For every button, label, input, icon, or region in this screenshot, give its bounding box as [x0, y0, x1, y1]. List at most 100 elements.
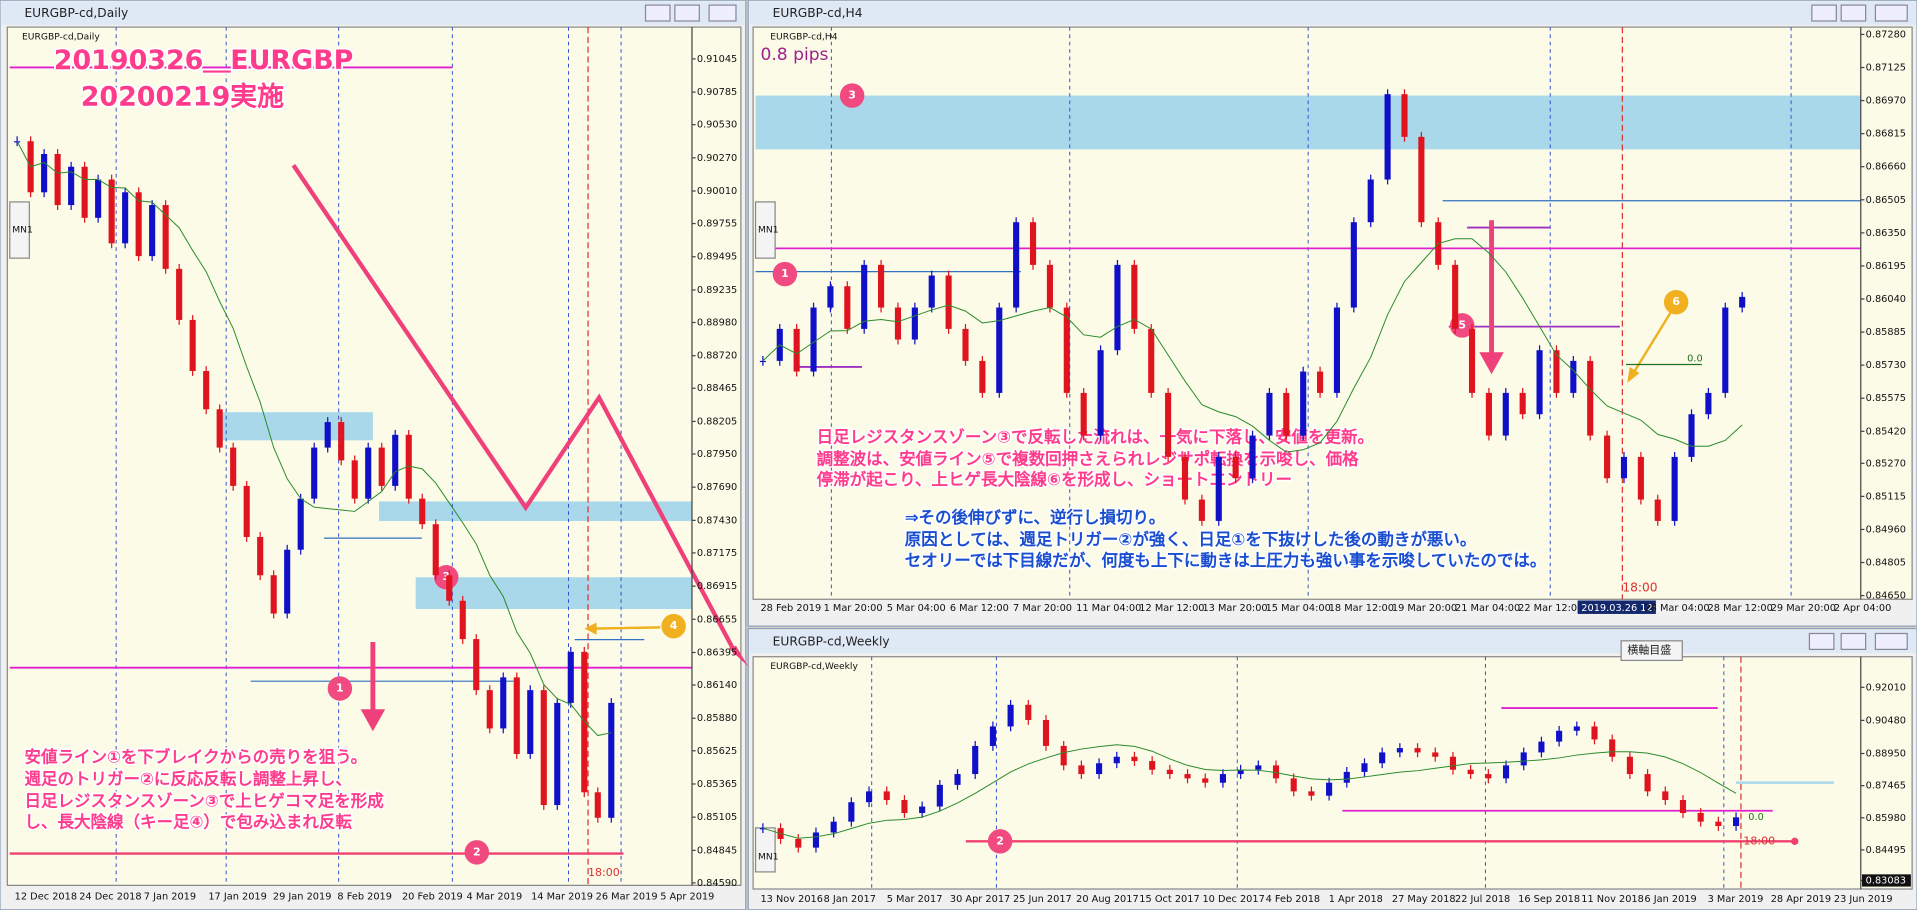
- period-button[interactable]: MN1: [758, 852, 779, 863]
- candle: [810, 307, 817, 372]
- minimize-button[interactable]: [1811, 4, 1837, 22]
- period-button[interactable]: MN1: [12, 225, 33, 236]
- marker: [661, 613, 686, 639]
- date-label: 4 Mar 2019: [467, 891, 523, 902]
- price-label: 0.87950: [697, 449, 737, 460]
- date-label: 7 Mar 20:00: [1013, 603, 1072, 614]
- h4-drawings: 1 3 5 6 EURGBP-cd,H4 0.8 pips MN1 0.0 18…: [754, 27, 1861, 600]
- price-label: 0.83083: [1866, 875, 1906, 886]
- candle: [1591, 726, 1598, 740]
- close-button[interactable]: [708, 4, 737, 22]
- moving-average: [762, 744, 1737, 839]
- candle: [1149, 761, 1156, 770]
- candle: [540, 690, 547, 806]
- candle: [844, 286, 851, 329]
- price-label: 0.84650: [1866, 591, 1906, 602]
- candle: [351, 460, 358, 499]
- maximize-button[interactable]: [1840, 632, 1867, 651]
- candle: [1697, 813, 1704, 822]
- candle: [1333, 307, 1341, 393]
- minimize-button[interactable]: [644, 4, 671, 22]
- candle: [1715, 821, 1722, 826]
- candle: [473, 639, 480, 691]
- weekly-window: EURGBP-cd,Weekly: [747, 627, 1917, 910]
- candle: [1432, 752, 1439, 757]
- marker-label: 2: [473, 845, 481, 858]
- level-label: 0.0: [1687, 353, 1703, 364]
- note-line: セオリーでは下目線だが、何度も上下に動きは上圧力も強い事を示唆していたのでは。: [905, 550, 1547, 570]
- window-title: EURGBP-cd,Daily: [24, 6, 128, 20]
- date-label: 8 Jan 2017: [824, 894, 876, 905]
- marker-label: 1: [336, 682, 344, 695]
- candle: [1570, 360, 1577, 393]
- maximize-button[interactable]: [674, 4, 700, 22]
- price-label: 0.85105: [697, 812, 737, 823]
- maximize-button[interactable]: [1840, 4, 1867, 22]
- candle: [365, 447, 372, 499]
- price-label: 0.87280: [1866, 29, 1906, 40]
- date-highlight: [1577, 600, 1656, 614]
- price-label: 0.86655: [697, 614, 737, 625]
- period-control[interactable]: [754, 201, 776, 259]
- candle: [1272, 765, 1280, 779]
- candle: [297, 498, 304, 550]
- candle: [1688, 414, 1695, 457]
- candle: [1396, 748, 1403, 753]
- candle: [1637, 456, 1644, 500]
- candle: [405, 434, 412, 499]
- candle: [1308, 791, 1315, 796]
- candle: [500, 677, 507, 729]
- marker-label: 2: [996, 834, 1004, 847]
- minimize-button[interactable]: [1808, 632, 1835, 651]
- date-label: 30 Apr 2017: [950, 894, 1010, 905]
- candle: [1553, 350, 1560, 393]
- title-bar: [1, 1, 745, 25]
- arrow-head: [1479, 352, 1504, 375]
- candle: [1166, 769, 1173, 775]
- price-label: 0.89495: [697, 252, 737, 263]
- candle: [1654, 499, 1661, 521]
- scenario-path: [291, 164, 738, 656]
- date-label: 21 Mar 04:00: [1455, 603, 1520, 614]
- period-control[interactable]: [754, 827, 776, 873]
- candle: [1520, 752, 1527, 766]
- candle: [1644, 774, 1651, 792]
- price-label: 0.85420: [1866, 426, 1906, 437]
- tooltip-label: 横軸目盛: [1627, 643, 1671, 657]
- close-button[interactable]: [1874, 4, 1908, 22]
- candle: [1467, 769, 1474, 775]
- period-button[interactable]: MN1: [758, 225, 779, 236]
- note-line: ⇒その後伸びずに、逆行し損切り。: [905, 507, 1166, 527]
- date-label: 6 Jan 2019: [1644, 894, 1696, 905]
- moving-average: [762, 238, 1743, 453]
- candle: [1485, 392, 1492, 436]
- window-title: EURGBP-cd,Weekly: [773, 635, 890, 649]
- date-label: 2019.03.26 12:00: [1581, 603, 1668, 614]
- price-label: 0.86915: [697, 581, 737, 592]
- spread-label: 0.8 pips: [760, 45, 828, 65]
- candle: [759, 360, 766, 363]
- candle: [1148, 328, 1155, 393]
- price-label: 0.84845: [697, 845, 737, 856]
- candle: [1350, 222, 1357, 308]
- window-title: EURGBP-cd,H4: [773, 6, 863, 20]
- marker-label: 3: [848, 89, 856, 102]
- candle: [1536, 350, 1543, 415]
- candle: [759, 828, 766, 830]
- candle: [1114, 264, 1121, 351]
- title-bar: [749, 1, 1916, 25]
- period-control[interactable]: [9, 201, 30, 259]
- candle: [392, 434, 399, 486]
- candle: [122, 192, 129, 244]
- date-label: 17 Jan 2019: [208, 891, 267, 902]
- plot-area: [752, 656, 1913, 890]
- candle: [311, 447, 318, 499]
- candle: [1468, 328, 1476, 393]
- period-separators: [830, 27, 1792, 600]
- candle: [848, 802, 855, 822]
- date-label: 19 Mar 20:00: [1392, 603, 1457, 614]
- price-label: 0.88205: [697, 416, 737, 427]
- close-button[interactable]: [1874, 632, 1908, 651]
- candle: [1679, 800, 1687, 814]
